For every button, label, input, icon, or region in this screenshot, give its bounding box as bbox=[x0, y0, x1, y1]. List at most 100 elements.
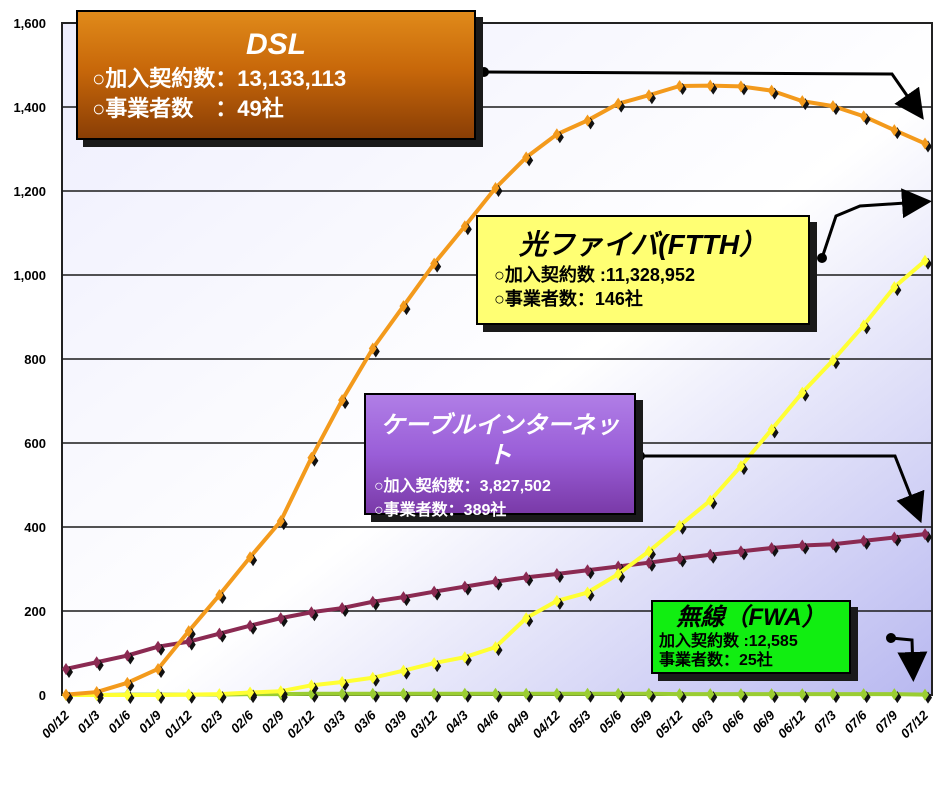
fwa-point bbox=[552, 687, 561, 700]
dsl-subscriptions: ○加入契約数：13,133,113 bbox=[92, 66, 347, 91]
x-tick-label: 05/12 bbox=[652, 707, 686, 741]
dsl-point bbox=[92, 686, 101, 699]
fwa-point bbox=[767, 688, 776, 701]
fwa-point bbox=[399, 687, 408, 700]
y-tick-label: 1,200 bbox=[13, 184, 46, 199]
ftth-point bbox=[706, 494, 715, 507]
cable-point bbox=[368, 595, 377, 608]
x-tick-label: 07/6 bbox=[841, 707, 870, 736]
ftth-point bbox=[154, 689, 163, 701]
ftth-point bbox=[491, 641, 500, 654]
ftth-point bbox=[522, 612, 531, 625]
cable-point bbox=[522, 571, 531, 584]
dsl-point bbox=[706, 79, 715, 92]
cable-point bbox=[644, 556, 653, 569]
x-tick-label: 04/12 bbox=[529, 707, 563, 741]
x-tick-label: 04/3 bbox=[442, 707, 471, 736]
ftth-callout: 光ファイバ(FTTH） ○加入契約数 :11,328,952 ○事業者数：146… bbox=[476, 215, 810, 325]
fwa-point bbox=[338, 687, 347, 700]
ftth-operators: ○事業者数：146社 bbox=[494, 289, 643, 309]
ftth-point bbox=[246, 686, 255, 699]
callout-connectors bbox=[479, 67, 932, 682]
x-tick-label: 03/3 bbox=[320, 707, 349, 736]
x-tick-label: 07/9 bbox=[872, 707, 901, 736]
cable-point bbox=[767, 542, 776, 554]
cable-point bbox=[123, 649, 132, 662]
ftth-point bbox=[276, 685, 285, 698]
ftth-point bbox=[644, 545, 653, 558]
cable-point bbox=[583, 564, 592, 577]
y-tick-label: 200 bbox=[24, 604, 46, 619]
dsl-point bbox=[614, 97, 623, 110]
x-tick-label: 04/9 bbox=[504, 707, 533, 736]
cable-connector-arrow bbox=[640, 454, 925, 524]
x-axis-labels: 00/12 01/3 01/6 01/901/12 02/3 02/6 02/902/12 0… bbox=[39, 707, 932, 741]
fwa-callout-title: 無線（FWA） bbox=[676, 604, 826, 631]
fwa-subscriptions: 加入契約数 :12,585 bbox=[659, 633, 798, 650]
dsl-point bbox=[583, 114, 592, 127]
cable-point bbox=[246, 619, 255, 632]
ftth-point bbox=[675, 519, 684, 532]
fwa-point bbox=[675, 688, 684, 701]
ftth-point bbox=[736, 460, 745, 473]
ftth-point bbox=[614, 568, 623, 581]
dsl-callout-title: DSL bbox=[246, 28, 306, 61]
x-tick-label: 05/6 bbox=[596, 707, 625, 736]
dsl-point bbox=[890, 124, 899, 137]
fwa-point bbox=[430, 687, 439, 700]
ftth-point bbox=[798, 386, 807, 399]
x-tick-label: 01/6 bbox=[105, 707, 134, 736]
cable-point bbox=[614, 560, 623, 573]
dsl-operators: ○事業者数 ：49社 bbox=[92, 96, 284, 121]
fwa-connector-arrow bbox=[890, 636, 928, 682]
cable-point bbox=[430, 585, 439, 598]
cable-point bbox=[215, 627, 224, 640]
cable-point bbox=[154, 640, 163, 653]
fwa-point bbox=[921, 688, 929, 701]
y-tick-label: 0 bbox=[39, 688, 46, 703]
y-tick-label: 600 bbox=[24, 436, 46, 451]
ftth-point bbox=[583, 586, 592, 599]
cable-point bbox=[921, 528, 929, 541]
y-tick-label: 1,000 bbox=[13, 268, 46, 283]
dsl-point bbox=[798, 95, 807, 108]
fwa-callout: 無線（FWA） 加入契約数 :12,585 事業者数：25社 bbox=[651, 600, 851, 674]
dsl-point bbox=[246, 551, 255, 564]
ftth-point bbox=[552, 594, 561, 607]
cable-point bbox=[859, 534, 868, 547]
ftth-point bbox=[890, 281, 899, 294]
x-tick-label: 02/9 bbox=[258, 707, 287, 736]
dsl-point bbox=[491, 182, 500, 195]
dsl-point bbox=[828, 100, 837, 113]
cable-point bbox=[92, 656, 101, 669]
dsl-point bbox=[62, 688, 70, 701]
ftth-point bbox=[338, 675, 347, 688]
ftth-point bbox=[921, 254, 929, 267]
ftth-point bbox=[123, 689, 132, 701]
x-tick-label: 05/9 bbox=[627, 707, 656, 736]
dsl-point bbox=[522, 151, 531, 164]
cable-point bbox=[276, 612, 285, 625]
ftth-point bbox=[430, 657, 439, 670]
x-tick-label: 01/12 bbox=[161, 707, 195, 741]
dsl-point bbox=[552, 128, 561, 141]
ftth-point bbox=[767, 423, 776, 436]
cable-point bbox=[736, 545, 745, 558]
cable-subscriptions: ○加入契約数：3,827,502 bbox=[374, 478, 551, 495]
y-tick-label: 800 bbox=[24, 352, 46, 367]
cable-point bbox=[675, 552, 684, 565]
fwa-point bbox=[583, 687, 592, 700]
cable-callout-title: ケーブルインターネット bbox=[380, 412, 620, 469]
fwa-point bbox=[460, 687, 469, 700]
ftth-point bbox=[307, 679, 316, 692]
dsl-point bbox=[460, 220, 469, 233]
ftth-point bbox=[399, 664, 408, 677]
dsl-connector-arrow bbox=[483, 70, 924, 120]
fwa-point bbox=[890, 688, 899, 701]
x-tick-label: 02/3 bbox=[197, 707, 226, 736]
dsl-callout: DSL ○加入契約数：13,133,113 ○事業者数 ：49社 bbox=[76, 10, 476, 140]
dsl-point bbox=[921, 137, 929, 150]
dsl-point bbox=[338, 394, 347, 407]
x-tick-label: 06/3 bbox=[688, 707, 717, 736]
dsl-point bbox=[399, 300, 408, 313]
